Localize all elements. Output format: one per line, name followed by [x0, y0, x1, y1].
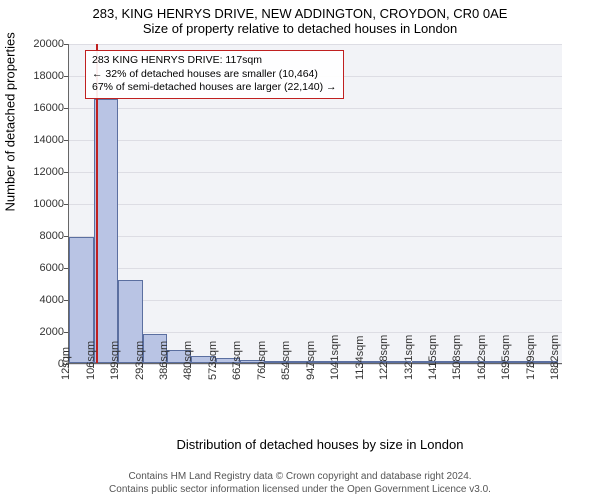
- chart-subtitle: Size of property relative to detached ho…: [0, 21, 600, 38]
- y-tick-mark: [64, 236, 68, 237]
- y-tick-mark: [64, 268, 68, 269]
- y-tick-label: 6000: [24, 262, 64, 274]
- y-tick-label: 18000: [24, 70, 64, 82]
- gridline: [69, 300, 562, 301]
- gridline: [69, 172, 562, 173]
- gridline: [69, 44, 562, 45]
- footer-line-2: Contains public sector information licen…: [0, 483, 600, 496]
- plot-area: 283 KING HENRYS DRIVE: 117sqm← 32% of de…: [68, 44, 562, 364]
- y-tick-mark: [64, 140, 68, 141]
- y-axis-label: Number of detached properties: [3, 32, 18, 211]
- attribution-footer: Contains HM Land Registry data © Crown c…: [0, 470, 600, 496]
- gridline: [69, 268, 562, 269]
- x-axis-label: Distribution of detached houses by size …: [20, 437, 600, 452]
- y-tick-label: 16000: [24, 102, 64, 114]
- y-tick-label: 10000: [24, 198, 64, 210]
- annotation-line-1: 283 KING HENRYS DRIVE: 117sqm: [92, 54, 337, 68]
- y-tick-mark: [64, 332, 68, 333]
- y-tick-label: 20000: [24, 38, 64, 50]
- y-tick-mark: [64, 204, 68, 205]
- annotation-box: 283 KING HENRYS DRIVE: 117sqm← 32% of de…: [85, 50, 344, 99]
- y-tick-label: 14000: [24, 134, 64, 146]
- y-tick-mark: [64, 76, 68, 77]
- y-tick-mark: [64, 108, 68, 109]
- y-tick-mark: [64, 172, 68, 173]
- gridline: [69, 332, 562, 333]
- y-tick-mark: [64, 44, 68, 45]
- gridline: [69, 108, 562, 109]
- y-tick-label: 4000: [24, 294, 64, 306]
- y-tick-label: 8000: [24, 230, 64, 242]
- gridline: [69, 140, 562, 141]
- y-tick-label: 12000: [24, 166, 64, 178]
- footer-line-1: Contains HM Land Registry data © Crown c…: [0, 470, 600, 483]
- annotation-line-3: 67% of semi-detached houses are larger (…: [92, 81, 337, 95]
- gridline: [69, 236, 562, 237]
- annotation-line-2: ← 32% of detached houses are smaller (10…: [92, 68, 337, 82]
- chart-container: 283, KING HENRYS DRIVE, NEW ADDINGTON, C…: [0, 0, 600, 500]
- y-tick-label: 0: [24, 358, 64, 370]
- chart-title: 283, KING HENRYS DRIVE, NEW ADDINGTON, C…: [0, 0, 600, 21]
- y-tick-label: 2000: [24, 326, 64, 338]
- gridline: [69, 204, 562, 205]
- y-tick-mark: [64, 300, 68, 301]
